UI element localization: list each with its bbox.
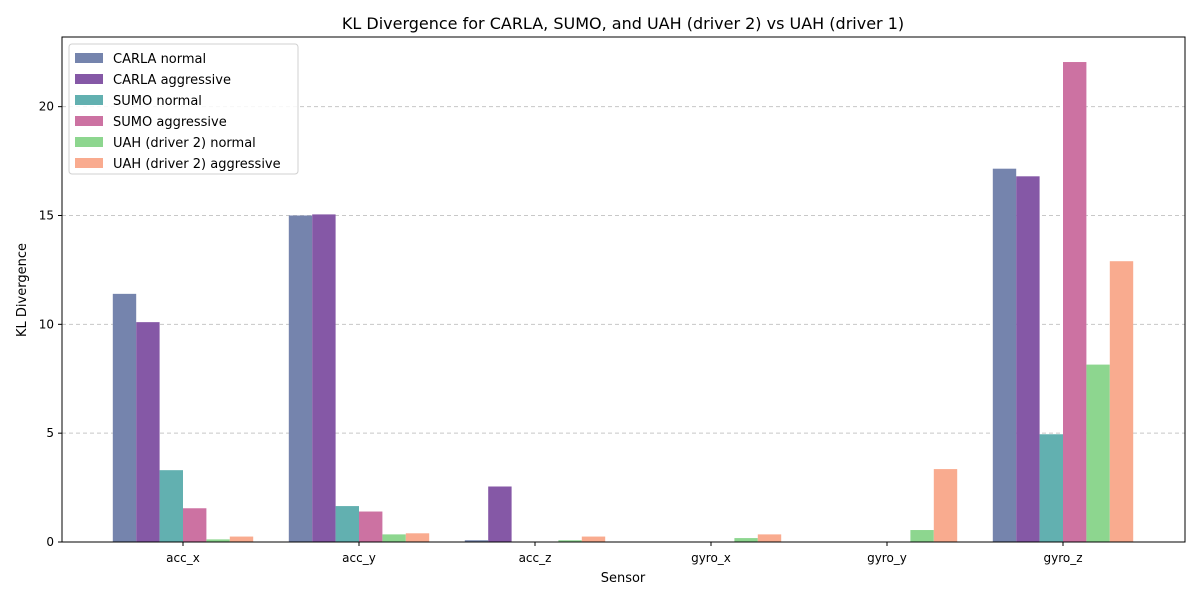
y-tick-label: 10: [39, 317, 54, 331]
bar-acc-z-series-5: [581, 536, 606, 542]
bar-acc-z-series-1: [488, 486, 512, 542]
legend-swatch: [75, 95, 103, 105]
bar-gyro-y-series-5: [933, 469, 958, 542]
x-tick-label: gyro_x: [691, 551, 731, 565]
x-tick-label: acc_x: [166, 551, 200, 565]
legend-swatch: [75, 158, 103, 168]
bar-acc-x-series-4: [206, 539, 230, 542]
bar-acc-y-series-4: [382, 534, 406, 542]
bar-acc-x-series-1: [136, 322, 160, 542]
legend-label: UAH (driver 2) aggressive: [113, 157, 281, 172]
x-tick-label: acc_z: [519, 551, 552, 565]
legend-label: CARLA aggressive: [113, 73, 231, 88]
bar-gyro-z-series-0: [992, 168, 1017, 542]
bar-gyro-x-series-5: [757, 534, 782, 542]
legend-swatch: [75, 116, 103, 126]
y-tick-label: 20: [39, 100, 54, 114]
x-tick-label: acc_y: [342, 551, 376, 565]
bars: [112, 62, 1134, 543]
legend-box: [68, 43, 299, 175]
y-axis-label: KL Divergence: [15, 243, 30, 337]
bar-gyro-z-series-5: [1109, 261, 1134, 542]
legend-swatch: [75, 137, 103, 147]
y-axis: 0 5 10 15 20: [39, 100, 62, 549]
legend-label: SUMO normal: [113, 94, 202, 109]
bar-acc-x-series-3: [183, 508, 207, 542]
legend-swatch: [75, 74, 103, 84]
chart-title: KL Divergence for CARLA, SUMO, and UAH (…: [342, 14, 904, 33]
bar-acc-z-series-4: [558, 540, 582, 542]
legend-swatch: [75, 53, 103, 63]
legend-label: CARLA normal: [113, 52, 206, 67]
bar-acc-y-series-0: [288, 215, 313, 542]
bar-gyro-z-series-2: [1039, 434, 1063, 542]
grid-lines: [62, 106, 1185, 434]
legend-label: SUMO aggressive: [113, 115, 227, 130]
plot-area-frame: [61, 36, 1186, 543]
bar-acc-x-series-0: [112, 293, 137, 542]
bar-acc-y-series-2: [335, 506, 359, 542]
bar-acc-x-series-2: [159, 470, 183, 542]
bar-gyro-z-series-4: [1086, 364, 1110, 542]
x-tick-label: gyro_z: [1043, 551, 1082, 565]
bar-acc-x-series-5: [229, 536, 254, 542]
x-axis: acc_x acc_y acc_z gyro_x gyro_y gyro_z: [166, 542, 1083, 565]
bar-acc-y-series-5: [405, 533, 430, 542]
x-axis-label: Sensor: [601, 571, 646, 586]
legend-label: UAH (driver 2) normal: [113, 136, 256, 151]
y-tick-label: 15: [39, 208, 54, 222]
bar-acc-y-series-1: [312, 214, 336, 542]
bar-acc-y-series-3: [359, 511, 383, 542]
bar-gyro-x-series-4: [734, 538, 758, 542]
bar-gyro-z-series-3: [1063, 62, 1087, 543]
y-tick-label: 5: [46, 426, 54, 440]
y-tick-label: 0: [46, 535, 54, 549]
bar-acc-z-series-0: [464, 540, 489, 542]
x-tick-label: gyro_y: [867, 551, 907, 565]
bar-gyro-z-series-1: [1016, 176, 1040, 542]
bar-gyro-y-series-4: [910, 530, 934, 542]
legend: CARLA normal CARLA aggressive SUMO normal S…: [68, 43, 299, 175]
